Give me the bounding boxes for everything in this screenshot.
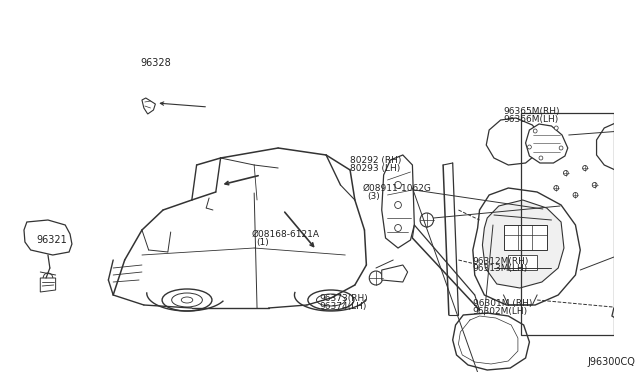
Polygon shape (596, 122, 640, 172)
Text: 96302M(LH): 96302M(LH) (473, 307, 528, 316)
Text: 96313M(LH): 96313M(LH) (473, 264, 528, 273)
Circle shape (582, 166, 588, 170)
Polygon shape (24, 220, 72, 255)
Text: (1): (1) (257, 238, 269, 247)
Circle shape (395, 182, 401, 189)
Text: 96374(LH): 96374(LH) (319, 302, 367, 311)
Circle shape (369, 271, 383, 285)
Text: 80292 (RH): 80292 (RH) (350, 156, 401, 165)
Circle shape (420, 213, 433, 227)
Polygon shape (525, 124, 568, 163)
Polygon shape (612, 302, 640, 326)
Text: 80293 (LH): 80293 (LH) (350, 164, 400, 173)
Bar (504, 225, 547, 250)
Circle shape (554, 186, 559, 190)
Bar (521, 113, 614, 335)
Polygon shape (452, 313, 529, 370)
Polygon shape (40, 278, 56, 292)
Text: Ø08911-1062G: Ø08911-1062G (362, 183, 431, 192)
Polygon shape (142, 98, 156, 114)
Ellipse shape (317, 294, 345, 306)
Ellipse shape (172, 293, 202, 307)
Bar (508, 255, 537, 270)
Circle shape (43, 273, 52, 283)
Circle shape (527, 145, 531, 149)
Polygon shape (381, 155, 414, 248)
Text: 96301M (RH): 96301M (RH) (473, 299, 532, 308)
Circle shape (539, 156, 543, 160)
Text: 96321: 96321 (37, 235, 68, 245)
Circle shape (559, 146, 563, 150)
Text: 96312M(RH): 96312M(RH) (473, 257, 529, 266)
Circle shape (563, 170, 568, 176)
Circle shape (573, 192, 578, 198)
Circle shape (395, 224, 401, 231)
Text: 96366M(LH): 96366M(LH) (503, 115, 559, 124)
Text: 96365M(RH): 96365M(RH) (503, 107, 560, 116)
Polygon shape (486, 118, 545, 165)
Text: Ø08168-6121A: Ø08168-6121A (252, 230, 319, 239)
Polygon shape (483, 200, 564, 288)
Polygon shape (473, 188, 580, 305)
Text: (3): (3) (367, 192, 380, 201)
Text: 96328: 96328 (140, 58, 171, 68)
Text: J96300CQ: J96300CQ (587, 357, 635, 367)
Ellipse shape (308, 290, 354, 310)
Circle shape (395, 202, 401, 208)
Circle shape (592, 183, 597, 187)
Text: 96373(RH): 96373(RH) (319, 294, 368, 303)
Polygon shape (381, 265, 408, 282)
Circle shape (533, 129, 537, 133)
Ellipse shape (162, 289, 212, 311)
Ellipse shape (181, 297, 193, 303)
Circle shape (554, 126, 558, 130)
